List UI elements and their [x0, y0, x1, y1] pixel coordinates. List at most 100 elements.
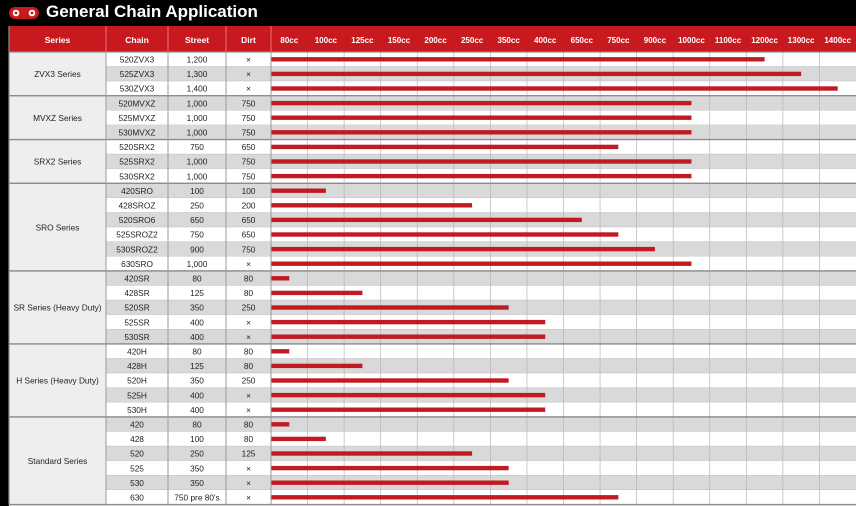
dirt-value: 650: [242, 230, 256, 240]
street-value: 350: [190, 303, 204, 313]
header-street: Street: [185, 35, 209, 45]
bar: [271, 144, 619, 150]
dirt-value: 100: [242, 186, 256, 196]
dirt-value: ×: [246, 493, 251, 503]
tick-label: 80cc: [280, 36, 298, 45]
dirt-value: 750: [242, 171, 256, 181]
title-bar: General Chain Application: [0, 0, 856, 25]
tick-label: 400cc: [534, 36, 557, 45]
bar: [271, 217, 582, 223]
dirt-value: ×: [246, 317, 251, 327]
tick-label: 1100cc: [715, 36, 742, 45]
table-row: [106, 198, 856, 213]
dirt-value: ×: [246, 463, 251, 473]
chain-label: 525MVXZ: [119, 113, 156, 123]
bar: [271, 305, 509, 310]
street-value: 350: [190, 478, 204, 488]
bar: [271, 319, 546, 325]
dirt-value: 200: [242, 201, 256, 211]
chain-label: 525SRX2: [119, 157, 155, 167]
chain-label: 530: [130, 478, 144, 488]
dirt-value: ×: [246, 55, 251, 65]
dirt-value: 750: [242, 128, 256, 138]
chain-label: 428SR: [124, 288, 149, 298]
chain-label: 530SR: [124, 332, 149, 342]
chain-label: 530MVXZ: [119, 128, 156, 138]
bar: [271, 451, 473, 456]
tick-label: 125cc: [351, 36, 374, 45]
street-value: 400: [190, 317, 204, 327]
dirt-value: 80: [244, 361, 254, 371]
bar: [271, 188, 326, 193]
chain-label: 520ZVX3: [120, 55, 155, 65]
dirt-value: 250: [242, 303, 256, 313]
street-value: 1,000: [187, 259, 208, 269]
chain-label: 525H: [127, 390, 147, 400]
chain-label: 420: [130, 420, 144, 430]
chain-label: 520: [130, 449, 144, 459]
dirt-value: ×: [246, 332, 251, 342]
tick-label: 150cc: [388, 36, 411, 45]
bar: [271, 159, 692, 164]
bar: [271, 407, 546, 412]
chain-label: 420SRO: [121, 186, 153, 196]
bar: [271, 57, 765, 62]
tick-label: 1200cc: [751, 36, 778, 45]
street-value: 80: [192, 420, 202, 430]
dirt-value: ×: [246, 69, 251, 79]
dirt-value: 750: [242, 157, 256, 167]
bar: [271, 71, 802, 77]
chain-label: 520H: [127, 376, 147, 386]
table-row: [106, 285, 856, 301]
chain-link-icon: [9, 7, 39, 19]
dirt-value: ×: [246, 405, 251, 415]
bar: [271, 392, 546, 398]
dirt-value: 80: [244, 274, 254, 284]
bar: [271, 465, 509, 471]
table-row: [106, 431, 856, 447]
table-row: [106, 344, 856, 359]
bar: [271, 232, 619, 237]
bar: [271, 422, 290, 427]
series-cell: [8, 270, 107, 345]
bar: [271, 173, 692, 179]
street-value: 1,200: [187, 55, 208, 65]
bar: [271, 436, 326, 442]
dirt-value: 80: [244, 288, 254, 298]
dirt-value: 80: [244, 434, 254, 444]
street-value: 1,400: [187, 84, 208, 94]
tick-label: 750cc: [607, 36, 630, 45]
bar: [271, 261, 692, 266]
chain-label: 530SRX2: [119, 171, 155, 181]
street-value: 750: [190, 142, 204, 152]
street-value: 250: [190, 449, 204, 459]
table-row: [106, 358, 856, 374]
tick-label: 200cc: [424, 36, 447, 45]
street-value: 1,000: [187, 171, 208, 181]
header-dirt: Dirt: [241, 35, 256, 45]
chain-label: 520MVXZ: [119, 98, 156, 108]
street-value: 100: [190, 186, 204, 196]
street-value: 750 pre 80's: [174, 493, 219, 503]
chain-label: 525ZVX3: [120, 69, 155, 79]
bar: [271, 100, 692, 106]
street-value: 350: [190, 463, 204, 473]
dirt-value: 650: [242, 142, 256, 152]
chain-label: 520SRX2: [119, 142, 155, 152]
bar: [271, 115, 692, 120]
street-value: 125: [190, 361, 204, 371]
chain-label: 630SRO: [121, 259, 153, 269]
header-chain: Chain: [125, 35, 149, 45]
chain-label: 530SROZ2: [116, 244, 158, 254]
series-label: H Series (Heavy Duty): [16, 376, 99, 386]
chain-label: 428SROZ: [119, 201, 156, 211]
street-value: 900: [190, 244, 204, 254]
bar: [271, 203, 473, 208]
tick-label: 250cc: [461, 36, 484, 45]
bar: [271, 290, 363, 296]
series-cell: [8, 139, 107, 184]
bar: [271, 334, 546, 339]
dirt-value: 750: [242, 113, 256, 123]
dirt-value: ×: [246, 259, 251, 269]
